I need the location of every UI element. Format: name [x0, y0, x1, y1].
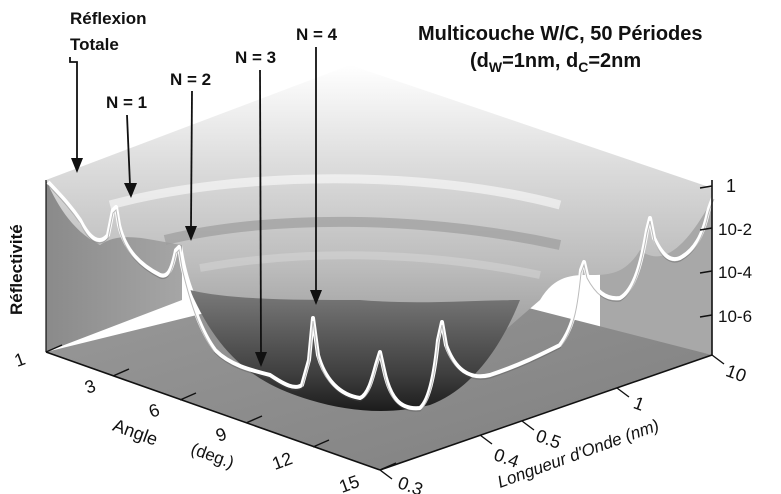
angle-axis-unit: (deg.)	[188, 439, 236, 472]
wl-tick-label-10: 10	[723, 360, 749, 386]
wavelength-ticks	[379, 354, 725, 480]
angle-tick-15	[379, 462, 397, 471]
annotation-n1-arrowhead	[124, 183, 137, 198]
annotation-n3-arrowhead	[255, 352, 267, 367]
refl-tick-1e-2	[699, 227, 713, 231]
wl-tick-05	[521, 420, 535, 431]
annotation-n1-label: N = 1	[106, 93, 147, 112]
band-1	[108, 174, 562, 210]
angle-tick-label-12: 12	[269, 448, 295, 474]
angle-tick-1	[45, 344, 63, 353]
spectrum-curve	[46, 180, 716, 411]
refl-tick-label-1e-4: 10-4	[718, 263, 752, 282]
wl-tick-label-05: 0.5	[533, 425, 563, 452]
refl-tick-1e-4	[699, 270, 713, 274]
title2-sub1: W	[489, 59, 503, 75]
wl-tick-label-03: 0.3	[395, 472, 425, 494]
annotation-n4-label: N = 4	[296, 25, 338, 44]
band-3	[199, 251, 541, 279]
annotation-n2-arrowhead	[185, 226, 197, 241]
annotation-n3-arrow	[259, 69, 262, 353]
band-2	[163, 216, 562, 250]
annotation-n4-arrowhead	[310, 290, 322, 305]
annotation-n3-label: N = 3	[235, 48, 276, 67]
refl-tick-1	[699, 185, 713, 189]
angle-ticks	[45, 344, 397, 471]
annotation-total-leader	[69, 57, 78, 158]
angle-tick-6	[179, 392, 197, 401]
angle-tick-label-6: 6	[146, 400, 162, 422]
angle-axis-line	[45, 351, 381, 471]
wl-tick-label-1: 1	[631, 393, 647, 415]
angle-tick-9	[245, 415, 263, 424]
angle-tick-label-1: 1	[12, 349, 28, 371]
wl-tick-1	[616, 387, 630, 398]
angle-tick-label-15: 15	[336, 471, 362, 494]
title2-suffix: =2nm	[588, 50, 641, 72]
refl-tick-1e-6	[699, 314, 713, 318]
annotation-n2-arrow	[190, 90, 193, 227]
spectrum-curve-shadow	[47, 184, 715, 412]
wl-tick-04	[479, 434, 493, 445]
reflectivity-axis-title: Réflectivité	[7, 224, 26, 315]
angle-tick-12	[312, 439, 330, 448]
annotation-total-arrowhead	[71, 158, 83, 173]
annotation-total-line1: Réflexion	[70, 9, 147, 28]
reflectivity-ticks	[699, 185, 713, 318]
refl-tick-label-1e-6: 10-6	[718, 307, 752, 326]
title2-mid: =1nm, d	[502, 50, 578, 72]
title2-sub2: C	[578, 59, 588, 75]
annotation-n2-label: N = 2	[170, 70, 211, 89]
title2-prefix: (d	[470, 50, 489, 72]
angle-tick-label-3: 3	[82, 376, 98, 398]
chart-title-line2: (dW=1nm, dC=2nm	[470, 50, 641, 75]
angle-tick-3	[112, 368, 130, 377]
annotation-total-line2: Totale	[70, 35, 119, 54]
refl-tick-label-1e-2: 10-2	[718, 220, 752, 239]
refl-tick-label-1: 1	[726, 176, 736, 196]
wl-tick-03	[379, 469, 393, 480]
valley	[190, 290, 520, 412]
wl-tick-10	[711, 354, 725, 365]
angle-tick-label-9: 9	[213, 424, 229, 446]
annotation-n1-arrow	[126, 114, 131, 186]
wavelength-axis-line	[379, 354, 713, 471]
chart-title-line1: Multicouche W/C, 50 Périodes	[418, 23, 703, 45]
